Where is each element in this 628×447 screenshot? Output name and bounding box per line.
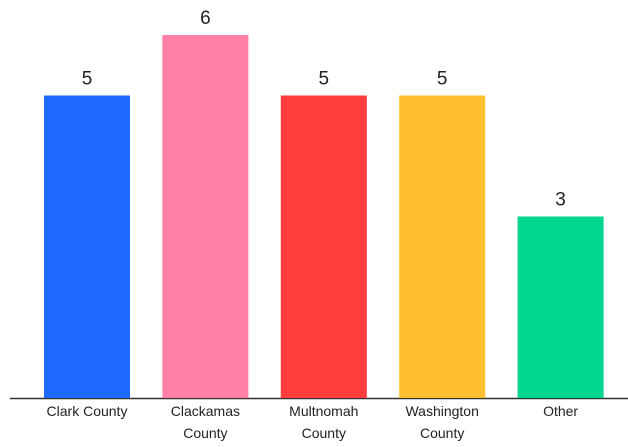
bar — [280, 95, 367, 398]
x-tick-label: Clark County — [46, 403, 128, 419]
value-label: 6 — [200, 8, 211, 29]
x-tick-label: Multnomah County — [289, 403, 359, 441]
x-tick-label: Clackamas County — [170, 403, 241, 441]
value-label: 3 — [555, 190, 566, 211]
x-tick-label: Other — [543, 403, 579, 419]
bar — [517, 216, 604, 398]
value-label: 5 — [319, 69, 330, 90]
bar — [44, 95, 130, 398]
value-label: 5 — [82, 69, 93, 90]
bar — [162, 35, 249, 398]
x-tick-label: Washington County — [405, 403, 479, 441]
value-label: 5 — [437, 69, 448, 90]
bar — [399, 95, 486, 398]
